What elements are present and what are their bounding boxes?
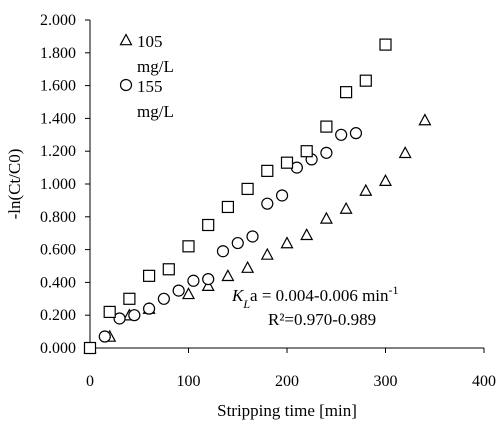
x-tick-label: 300 (374, 373, 398, 390)
circle-data-point (349, 127, 363, 140)
square-data-point (280, 156, 294, 169)
triangle-data-point (201, 278, 215, 291)
triangle-data-point (241, 260, 255, 273)
circle-data-point (231, 236, 244, 250)
y-tick-label: 2.000 (40, 12, 76, 29)
x-tick-label: 100 (177, 373, 201, 390)
x-tick-label: 400 (472, 373, 496, 390)
kla-subscript: L (242, 297, 250, 311)
circle-data-point (261, 197, 274, 210)
y-tick-label: 1.000 (40, 176, 76, 193)
square-data-point (340, 86, 353, 99)
x-ticks: 0 100 200 300 400 (86, 348, 496, 390)
x-tick-label: 200 (275, 373, 299, 390)
triangle-data-point (418, 113, 432, 126)
circle-data-point (172, 284, 185, 297)
y-tick-label: 1.600 (40, 78, 76, 95)
y-tick-label: 0.200 (40, 307, 76, 324)
kla-value: a = 0.004-0.006 min (250, 286, 389, 305)
square-data-point (162, 263, 175, 276)
x-axis-title: Stripping time [min] (217, 401, 357, 420)
triangle-data-point (300, 228, 314, 241)
square-data-point (83, 341, 97, 355)
triangle-data-point (260, 247, 274, 260)
triangle-data-point (280, 236, 294, 249)
circle-data-point (157, 292, 170, 305)
kla-superscript: -1 (389, 283, 399, 297)
triangle-data-point (221, 269, 235, 282)
rate-annotation: KLa = 0.004-0.006 min-1 R²=0.970-0.989 (231, 283, 399, 329)
triangle-data-point (339, 201, 353, 214)
triangle-data-point (359, 183, 373, 196)
square-data-point (359, 74, 372, 87)
circle-data-point (246, 230, 259, 243)
legend-item-155: 155 mg/L (119, 77, 174, 121)
square-data-point (123, 292, 136, 305)
square-data-point (221, 200, 234, 214)
circle-data-point (335, 128, 348, 141)
circle-data-point (128, 309, 141, 322)
triangle-data-point (378, 173, 393, 186)
triangle-data-point (398, 146, 412, 159)
circle-data-point (113, 312, 126, 325)
r-squared-annotation: R²=0.970-0.989 (268, 310, 376, 329)
legend: 105 mg/L 155 mg/L (119, 32, 174, 121)
legend-item-105: 105 mg/L (119, 32, 174, 76)
square-data-point (202, 218, 215, 232)
kla-k: K (231, 286, 245, 305)
circle-data-point (143, 302, 156, 315)
triangle-data-point (181, 287, 196, 300)
square-data-point (143, 269, 156, 282)
y-tick-label: 1.400 (40, 110, 76, 127)
y-tick-label: 1.200 (40, 143, 76, 160)
y-tick-label: 0.800 (40, 209, 76, 226)
square-data-point (241, 182, 254, 196)
y-tick-label: 0.400 (40, 274, 76, 291)
legend-label-105-unit: mg/L (137, 57, 174, 76)
legend-label-155-value: 155 (137, 77, 163, 96)
circle-data-point (216, 245, 230, 258)
x-tick-label: 0 (86, 373, 94, 390)
y-axis-title: -ln(Ct/C0) (5, 149, 24, 220)
legend-label-155-unit: mg/L (137, 102, 174, 121)
y-tick-label: 0.600 (40, 242, 76, 259)
data-points (83, 38, 432, 355)
circle-data-point (98, 330, 111, 343)
triangle-data-point (319, 211, 333, 224)
axes: 0 100 200 300 400 0.000 0.200 0.400 0.600 0.800 1… (40, 12, 496, 390)
circle-data-point (320, 146, 333, 159)
y-tick-label: 1.800 (40, 45, 76, 62)
legend-label-105-value: 105 (137, 32, 163, 51)
legend-triangle-marker (119, 33, 133, 46)
square-data-point (379, 38, 392, 51)
circle-data-point (187, 274, 200, 287)
y-tick-label: 0.000 (40, 340, 76, 357)
circle-data-point (202, 273, 215, 286)
square-data-point (300, 145, 313, 158)
kla-annotation: KLa = 0.004-0.006 min-1 (231, 283, 399, 311)
circle-data-point (275, 189, 289, 202)
square-data-point (182, 240, 195, 253)
legend-circle-marker (119, 78, 133, 92)
y-ticks: 0.000 0.200 0.400 0.600 0.800 1.000 1.200 1.400… (40, 12, 90, 357)
square-data-point (320, 120, 333, 133)
square-data-point (261, 164, 274, 177)
square-data-point (103, 305, 116, 319)
